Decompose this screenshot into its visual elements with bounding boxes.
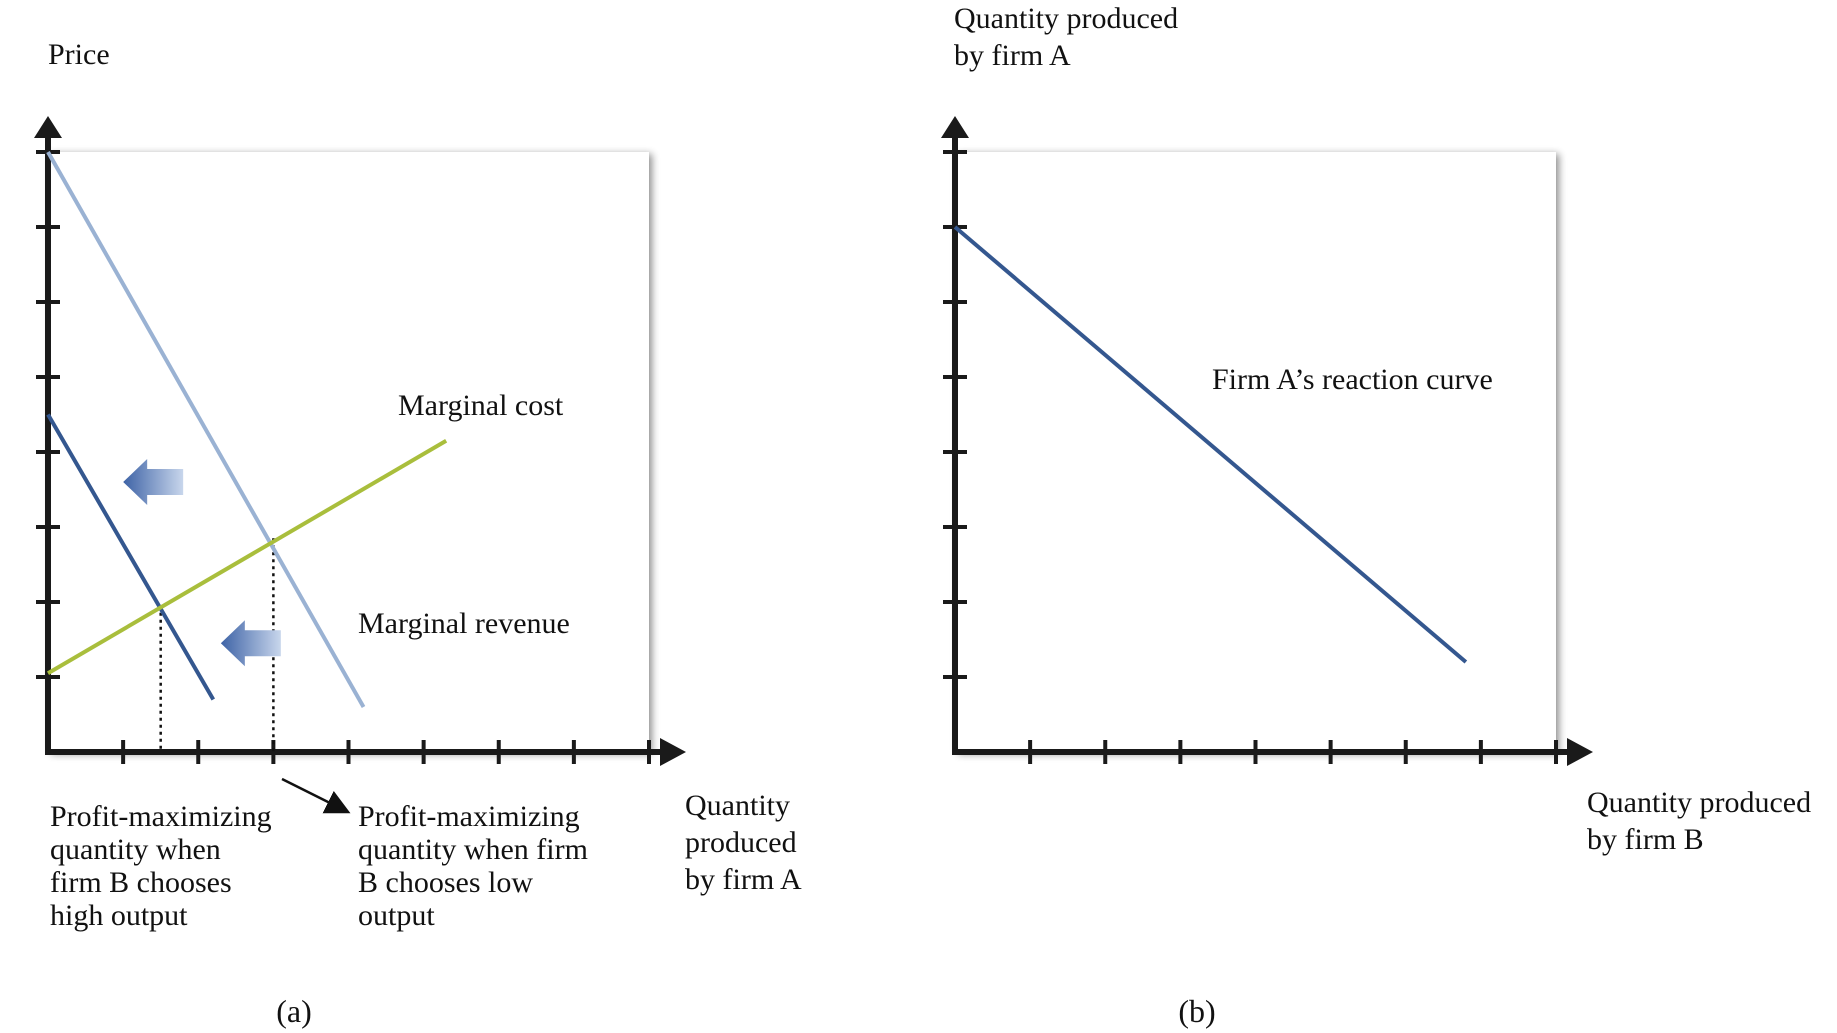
panel-b-x-axis-title: Quantity produced by firm B	[1587, 786, 1819, 856]
marginal-cost-label: Marginal cost	[398, 389, 564, 422]
marginal-cost-line	[46, 439, 448, 675]
panel-b-x-ticks	[1028, 740, 1558, 764]
panel-a-y-axis-title: Price	[48, 38, 110, 71]
shift-arrow-lower	[220, 620, 281, 667]
panel-b: Quantity produced by firm A Quantity pro…	[941, 2, 1819, 1029]
panel-b-curves	[953, 225, 1468, 664]
marginal-revenue-high-line	[46, 151, 366, 708]
panel-a-plot-area	[48, 152, 649, 752]
panel-b-x-axis-arrowhead	[1567, 738, 1593, 766]
high-output-quantity-label: Profit-maximizing quantity when firm B c…	[50, 800, 279, 932]
panel-a-axes	[34, 116, 686, 766]
panel-a-caption: (a)	[276, 993, 312, 1029]
panel-a-y-axis-arrowhead	[34, 116, 62, 138]
reaction-curve-line	[953, 225, 1468, 664]
shift-arrow-upper	[123, 459, 184, 505]
marginal-revenue-low-line	[46, 413, 216, 701]
panel-a-y-ticks	[36, 150, 60, 679]
low-output-quantity-label: Profit-maximizing quantity when firm B c…	[358, 800, 595, 932]
panel-a-curves	[46, 151, 448, 708]
panel-b-caption: (b)	[1178, 993, 1215, 1029]
low-output-pointer-arrow	[281, 777, 351, 814]
panel-a-shift-arrows	[123, 459, 281, 667]
panel-b-y-ticks	[943, 150, 967, 679]
panel-b-y-axis-arrowhead	[941, 116, 969, 138]
reaction-curve-label: Firm A’s reaction curve	[1212, 363, 1493, 396]
panel-a: Price Quantity produced by firm A Margin…	[34, 38, 804, 1029]
panel-a-x-axis-title: Quantity produced by firm A	[685, 789, 804, 896]
panel-b-y-axis-title: Quantity produced by firm A	[954, 2, 1186, 72]
marginal-revenue-label: Marginal revenue	[358, 607, 570, 640]
panel-b-axes	[941, 116, 1593, 766]
panel-a-x-axis-arrowhead	[660, 738, 686, 766]
